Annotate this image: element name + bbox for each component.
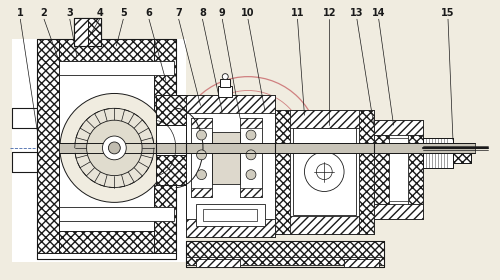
Text: 12: 12 [322, 8, 336, 18]
Bar [186, 95, 275, 113]
Bar [156, 95, 186, 125]
Bar [374, 135, 388, 204]
Bar [59, 61, 174, 75]
Bar [218, 86, 232, 97]
Bar [154, 39, 176, 253]
Bar [37, 39, 59, 253]
Text: 6: 6 [146, 8, 152, 18]
Bar [190, 188, 212, 197]
Bar [453, 143, 471, 163]
Text: 3: 3 [66, 8, 73, 18]
Bar [190, 118, 212, 197]
Bar [196, 259, 240, 267]
Circle shape [196, 150, 206, 160]
Circle shape [316, 164, 332, 179]
Text: 2: 2 [40, 8, 48, 18]
Bar [240, 118, 262, 197]
Text: 4: 4 [96, 8, 103, 18]
Text: 5: 5 [120, 8, 126, 18]
Bar [408, 135, 424, 204]
Bar [212, 132, 240, 184]
Bar [190, 118, 212, 128]
Circle shape [60, 94, 169, 202]
Bar [186, 219, 275, 237]
Circle shape [246, 130, 256, 140]
Bar [186, 241, 384, 259]
Circle shape [222, 74, 228, 80]
Bar [275, 110, 374, 234]
Bar [156, 125, 186, 155]
Bar [344, 259, 378, 267]
Bar [196, 204, 265, 226]
Bar [204, 209, 257, 221]
Bar [275, 110, 374, 128]
Text: 海: 海 [246, 137, 250, 143]
Bar [453, 143, 471, 163]
Bar [424, 138, 453, 168]
Circle shape [86, 120, 142, 176]
Text: 14: 14 [372, 8, 386, 18]
Bar [240, 188, 262, 197]
Circle shape [196, 170, 206, 179]
Bar [59, 143, 474, 153]
Circle shape [102, 136, 126, 160]
Text: 生: 生 [270, 176, 276, 185]
Text: 13: 13 [350, 8, 364, 18]
Text: 9: 9 [219, 8, 226, 18]
Text: 生: 生 [246, 162, 250, 169]
Circle shape [304, 152, 344, 192]
Bar [12, 108, 37, 128]
Text: 11: 11 [291, 8, 304, 18]
Bar [12, 152, 37, 172]
Bar [388, 138, 408, 201]
Bar [156, 155, 186, 185]
Text: 兆: 兆 [246, 151, 250, 157]
Bar [240, 118, 262, 128]
Bar [374, 120, 424, 219]
Bar [186, 95, 275, 237]
Text: 10: 10 [242, 8, 255, 18]
Text: 15: 15 [442, 8, 455, 18]
Text: 水: 水 [221, 176, 226, 185]
Bar [59, 207, 174, 221]
Text: 1: 1 [17, 8, 24, 18]
Bar [74, 18, 102, 46]
Circle shape [108, 142, 120, 154]
Bar [37, 39, 175, 61]
Bar [186, 257, 384, 265]
Bar [88, 18, 102, 46]
Circle shape [246, 170, 256, 179]
Bar [374, 120, 424, 135]
Bar [292, 128, 356, 215]
Text: 8: 8 [199, 8, 206, 18]
Bar [275, 110, 289, 234]
Circle shape [196, 130, 206, 140]
Bar [275, 216, 374, 234]
Circle shape [75, 108, 154, 188]
Text: 上: 上 [246, 125, 250, 131]
Text: 7: 7 [176, 8, 182, 18]
Bar [359, 110, 374, 234]
Bar [12, 39, 186, 262]
Bar [374, 204, 424, 219]
Bar [74, 18, 88, 46]
Bar [424, 138, 453, 168]
Bar [220, 79, 230, 87]
Bar [37, 231, 175, 253]
Circle shape [246, 150, 256, 160]
